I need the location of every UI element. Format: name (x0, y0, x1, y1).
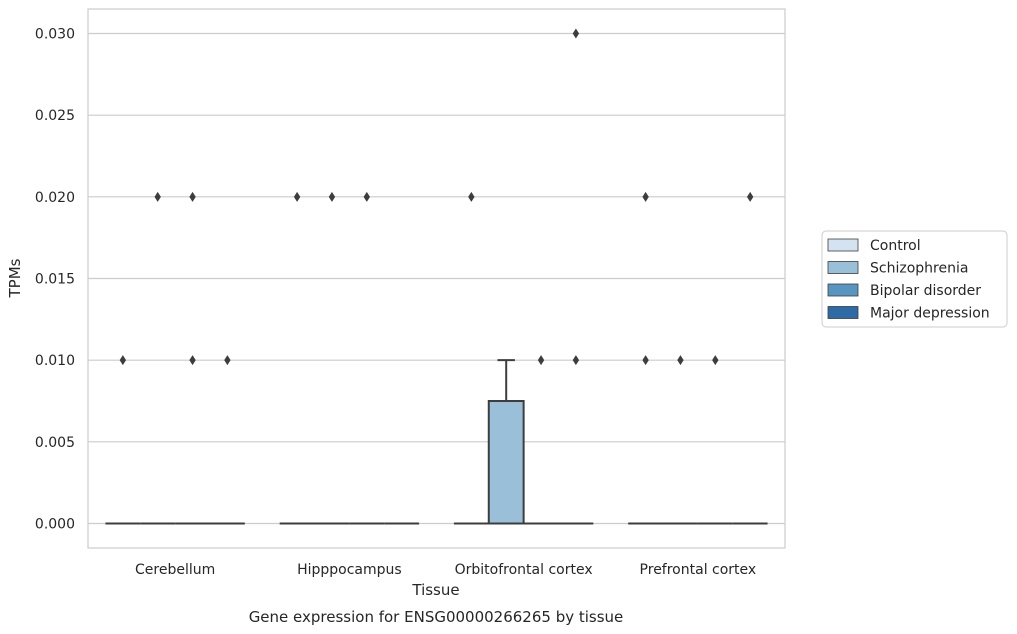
outlier-point (224, 355, 231, 366)
box-3 (663, 355, 698, 525)
y-tick-label: 0.025 (35, 108, 75, 124)
legend-item: Schizophrenia (827, 261, 968, 277)
box-2 (523, 355, 559, 525)
legend-item: Bipolar disorder (827, 283, 981, 299)
y-tick-label: 0.005 (35, 435, 75, 451)
box-3 (697, 355, 733, 525)
outlier-point (189, 191, 196, 202)
outlier-point (328, 191, 336, 202)
legend-swatch (827, 283, 859, 297)
outlier-point (572, 28, 580, 39)
y-tick-label: 0.030 (35, 27, 75, 43)
legend-item: Control (827, 238, 921, 254)
x-tick-label: Orbitofrontal cortex (455, 562, 593, 578)
legend-swatch (827, 238, 859, 252)
x-axis-ticks: Cerebellum Hipppocampus Orbitofrontal cort… (135, 562, 756, 578)
series-bipolar-disorder (175, 191, 733, 525)
box-2 (453, 191, 489, 525)
outlier-point (677, 355, 684, 366)
legend-label: Major depression (870, 306, 990, 322)
outlier-point (537, 355, 545, 366)
series-control (105, 191, 664, 525)
legend-label: Schizophrenia (870, 261, 968, 277)
outlier-point (642, 191, 649, 202)
y-tick-label: 0.010 (35, 353, 75, 369)
box-2 (487, 359, 525, 525)
box-2 (558, 28, 594, 525)
box-3 (732, 191, 768, 525)
legend: Control Schizophrenia Bipolar disorder Majo… (821, 230, 1008, 328)
outlier-point (154, 191, 161, 202)
outlier-point (189, 355, 196, 366)
box-0 (140, 191, 176, 525)
box-series-layer (105, 28, 768, 525)
legend-item: Major depression (827, 306, 990, 322)
outlier-point (119, 355, 127, 366)
outlier-point (363, 191, 370, 202)
legend-label: Control (870, 238, 921, 254)
x-tick-label: Hipppocampus (297, 562, 402, 578)
x-axis-label: Tissue (411, 581, 459, 599)
legend-frame (821, 230, 1008, 328)
x-tick-label: Cerebellum (135, 562, 215, 578)
y-tick-label: 0.000 (35, 517, 75, 533)
x-tick-label: Prefrontal cortex (640, 562, 757, 578)
chart-caption: Gene expression for ENSG00000266265 by t… (249, 608, 624, 626)
y-axis-label: TPMs (6, 258, 24, 298)
legend-label: Bipolar disorder (870, 283, 981, 299)
outlier-point (293, 191, 301, 202)
box-0 (209, 355, 245, 525)
legend-swatch (827, 306, 859, 319)
series-schizophrenia (140, 191, 698, 525)
outlier-point (712, 355, 719, 366)
legend-swatch (827, 261, 859, 274)
box-1 (349, 191, 385, 525)
outlier-point (572, 355, 580, 366)
series-major-depression (209, 28, 768, 525)
grid-lines (88, 32, 785, 525)
box-3 (628, 191, 664, 525)
box-0 (175, 191, 210, 525)
box-1 (314, 191, 350, 525)
y-tick-label: 0.015 (35, 272, 75, 288)
box-0 (105, 355, 141, 525)
y-tick-label: 0.020 (35, 190, 75, 206)
y-axis-ticks: 0.000 0.005 0.010 0.015 0.020 0.025 0.030 (35, 27, 75, 533)
outlier-point (746, 191, 754, 202)
legend-items: Control Schizophrenia Bipolar disorder Majo… (827, 238, 990, 322)
outlier-point (468, 191, 475, 202)
box-body (487, 400, 525, 525)
outlier-point (642, 355, 649, 366)
box-1 (279, 191, 315, 525)
plot-area-frame (87, 8, 786, 549)
